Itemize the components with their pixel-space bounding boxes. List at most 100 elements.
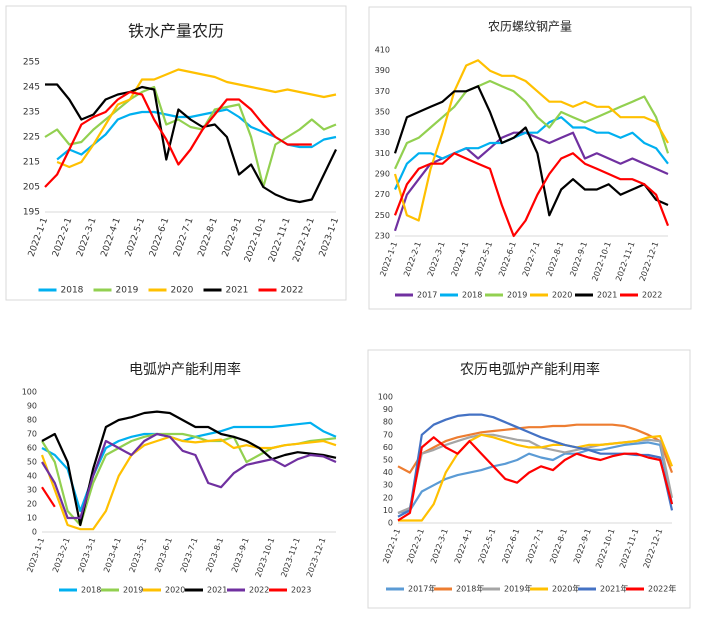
x-tick-label: 2022-4-1 (453, 527, 474, 564)
series-line (45, 83, 337, 204)
x-tick-label: 2022-8-1 (548, 527, 569, 564)
y-tick-label: 205 (23, 183, 40, 193)
x-tick-label: 2022-11-1 (267, 216, 292, 263)
y-tick-label: 215 (23, 158, 40, 168)
x-tick-label: 2022-2-1 (402, 240, 423, 277)
y-tick-label: 270 (375, 190, 390, 199)
series-line (393, 85, 669, 217)
y-tick-label: 40 (27, 472, 37, 481)
x-tick-label: 2022-12-1 (638, 240, 661, 282)
y-tick-label: 60 (383, 443, 393, 452)
y-tick-label: 100 (378, 393, 393, 402)
x-tick-label: 2022-3-1 (429, 527, 450, 564)
x-tick-label: 2023-8-1 (204, 536, 225, 573)
x-tick-label: 2022-11-1 (614, 240, 637, 282)
y-tick-label: 350 (375, 108, 390, 117)
series-line (394, 79, 670, 170)
x-tick-label: 2022-11-1 (618, 527, 641, 569)
series-line (44, 90, 312, 188)
x-tick-label: 2022-10-1 (243, 216, 268, 263)
legend-label: 2019 (507, 291, 527, 300)
x-tick-label: 2022-7-1 (521, 240, 542, 277)
y-tick-label: 230 (375, 232, 390, 241)
y-tick-label: 10 (27, 514, 37, 523)
series-line (44, 85, 337, 189)
series-line (41, 432, 337, 527)
x-tick-label: 2022-10-1 (590, 240, 613, 282)
x-tick-label: 2023-5-1 (128, 536, 149, 573)
x-tick-label: 2022-9-1 (221, 216, 244, 258)
y-tick-label: 330 (375, 128, 390, 137)
panel-border (368, 6, 692, 310)
x-tick-label: 2023-10-1 (254, 536, 277, 578)
series-line (393, 131, 669, 232)
legend-label: 2022 (249, 586, 269, 595)
x-tick-label: 2022-4-1 (100, 216, 123, 258)
y-tick-label: 100 (22, 388, 37, 397)
x-tick-label: 2022-5-1 (473, 240, 494, 277)
y-tick-label: 0 (32, 528, 37, 537)
x-tick-label: 2022-8-1 (197, 216, 220, 258)
chart-title: 农历电弧炉产能利用率 (460, 361, 600, 378)
y-tick-label: 50 (383, 456, 393, 465)
x-tick-label: 2023-2-1 (51, 536, 72, 573)
x-tick-label: 2023-1-1 (318, 216, 341, 258)
y-tick-label: 225 (23, 133, 40, 143)
series-line (41, 486, 56, 508)
chart-title: 农历螺纹钢产量 (488, 20, 572, 34)
y-tick-label: 410 (375, 46, 390, 55)
series-line (398, 433, 674, 522)
y-tick-label: 80 (27, 416, 37, 425)
legend-label: 2018 (61, 286, 84, 296)
y-tick-label: 80 (383, 418, 393, 427)
legend-label: 2018 (81, 586, 101, 595)
x-tick-label: 2022-1-1 (378, 240, 399, 277)
x-tick-label: 2023-12-1 (305, 536, 328, 578)
x-tick-label: 2023-9-1 (230, 536, 251, 573)
legend-label: 2021 (226, 286, 249, 296)
x-tick-label: 2022-6-1 (497, 240, 518, 277)
series-line (397, 413, 674, 518)
x-tick-label: 2022-10-1 (594, 527, 617, 569)
x-tick-label: 2023-11-1 (279, 536, 302, 578)
x-tick-label: 2022-2-1 (51, 216, 74, 258)
legend-label: 2021 (597, 291, 617, 300)
x-tick-label: 2022-8-1 (545, 240, 566, 277)
y-tick-label: 30 (383, 481, 393, 490)
y-tick-label: 290 (375, 170, 390, 179)
y-tick-label: 195 (23, 208, 40, 218)
series-line (393, 152, 670, 238)
x-tick-label: 2023-1-1 (25, 536, 46, 573)
y-tick-label: 90 (383, 405, 393, 414)
x-tick-label: 2022-9-1 (572, 527, 593, 564)
x-tick-label: 2022-6-1 (148, 216, 171, 258)
y-tick-label: 30 (27, 486, 37, 495)
series-line (397, 423, 674, 474)
legend-label: 2020 (165, 586, 185, 595)
series-line (40, 435, 337, 531)
x-tick-label: 2022-1-1 (381, 527, 402, 564)
series-line (393, 59, 669, 222)
legend-label: 2021年 (600, 584, 628, 594)
x-tick-label: 2023-3-1 (76, 536, 97, 573)
y-tick-label: 310 (375, 149, 390, 158)
y-tick-label: 235 (23, 108, 40, 118)
series-line (56, 68, 337, 169)
y-tick-label: 370 (375, 87, 390, 96)
x-tick-label: 2022-3-1 (426, 240, 447, 277)
legend-label: 2019 (116, 286, 139, 296)
y-tick-label: 50 (27, 458, 37, 467)
legend-label: 2018 (462, 291, 482, 300)
x-tick-label: 2022-5-1 (477, 527, 498, 564)
y-tick-label: 0 (388, 519, 393, 528)
legend-label: 2021 (207, 586, 227, 595)
x-tick-label: 2022-1-1 (27, 216, 50, 258)
legend-label: 2020 (171, 286, 194, 296)
legend-label: 2020 (552, 291, 572, 300)
legend-label: 2022 (281, 286, 304, 296)
x-tick-label: 2023-4-1 (102, 536, 123, 573)
y-tick-label: 20 (383, 493, 393, 502)
panel-border (5, 5, 347, 301)
y-tick-label: 70 (27, 430, 37, 439)
